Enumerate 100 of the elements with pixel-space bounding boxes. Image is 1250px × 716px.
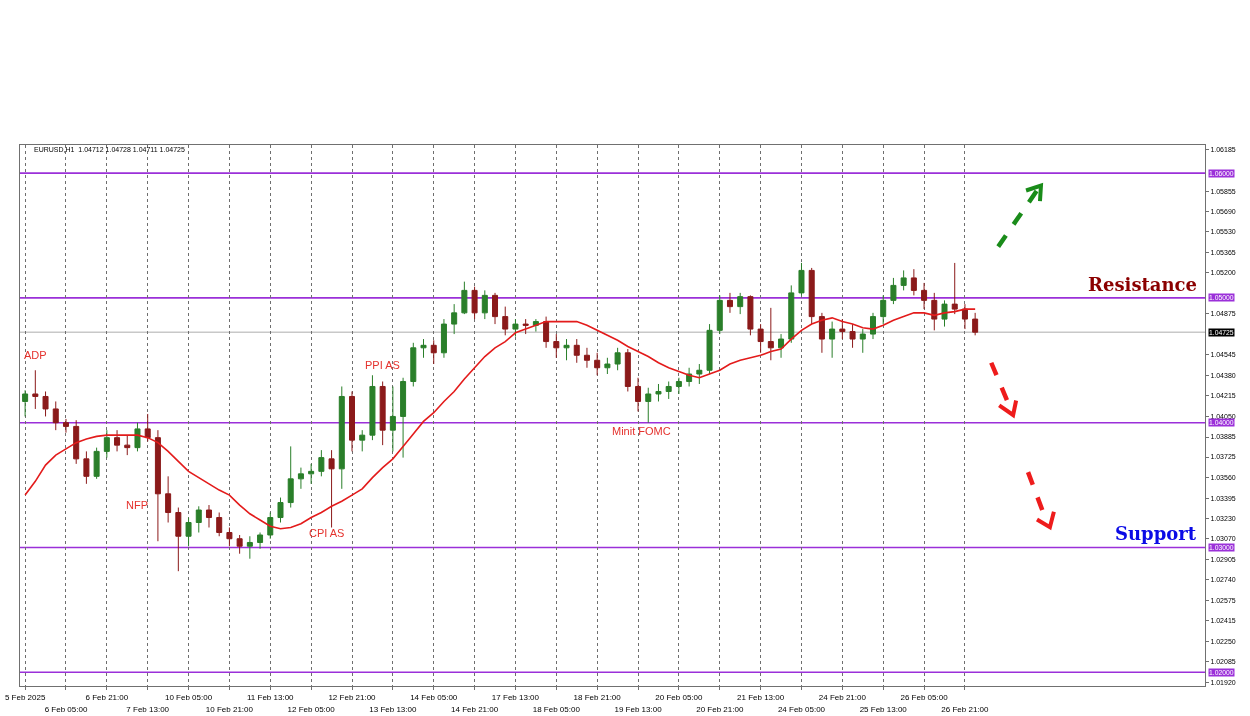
x-tick-label: 21 Feb 13:00 <box>737 692 785 702</box>
candlestick <box>553 333 560 359</box>
candlestick <box>747 294 754 336</box>
candlestick <box>379 380 386 446</box>
candlestick <box>318 449 325 477</box>
candlestick <box>103 429 110 459</box>
candlestick <box>931 292 938 331</box>
x-tick-label: 25 Feb 13:00 <box>859 704 908 714</box>
candlestick <box>328 449 335 529</box>
x-tick-label: 6 Feb 05:00 <box>44 704 88 714</box>
candlestick <box>430 339 437 365</box>
x-tick-label: 18 Feb 21:00 <box>573 692 622 702</box>
candlestick <box>583 347 590 369</box>
candlestick <box>461 281 468 315</box>
x-tick-label: 20 Feb 05:00 <box>655 692 704 702</box>
candlestick <box>400 377 407 459</box>
candlestick <box>522 318 529 335</box>
candlestick <box>563 338 570 361</box>
candlestick <box>165 475 172 524</box>
candlestick <box>594 352 601 376</box>
candlestick <box>532 318 539 333</box>
candlestick <box>716 294 723 335</box>
candlestick <box>73 419 80 465</box>
candlestick <box>481 289 488 320</box>
candlestick <box>573 338 580 364</box>
candlestick <box>205 504 212 529</box>
line-series <box>24 308 976 530</box>
annotation: CPI AS <box>309 527 345 539</box>
candlestick <box>839 318 846 340</box>
candlestick <box>910 268 917 296</box>
x-tick-label: 24 Feb 21:00 <box>818 692 867 702</box>
candlestick <box>297 467 304 490</box>
x-tick-label: 17 Feb 13:00 <box>491 692 540 702</box>
candlestick <box>665 380 672 400</box>
x-tick-label: 26 Feb 21:00 <box>941 704 990 714</box>
candlestick <box>236 534 243 555</box>
candlestick <box>226 527 233 547</box>
candlestick <box>22 389 29 417</box>
candlestick <box>277 497 284 524</box>
x-tick-label: 19 Feb 13:00 <box>614 704 663 714</box>
candlestick <box>829 321 836 359</box>
candlestick <box>645 387 652 424</box>
candlestick <box>154 429 161 542</box>
x-tick-label: 12 Feb 05:00 <box>287 704 336 714</box>
candlestick <box>675 377 682 395</box>
x-tick-label: 20 Feb 21:00 <box>696 704 744 714</box>
candlestick <box>604 357 611 375</box>
x-tick-label: 5 Feb 2025 <box>4 692 46 702</box>
candlestick <box>440 318 447 359</box>
x-tick-label: 10 Feb 21:00 <box>205 704 254 714</box>
x-tick-label: 26 Feb 05:00 <box>900 692 949 702</box>
annotation: Support <box>1115 523 1197 544</box>
candlestick <box>195 505 202 533</box>
candlestick <box>880 294 887 325</box>
candlestick <box>614 347 621 371</box>
x-tick-label: 7 Feb 13:00 <box>126 704 170 714</box>
x-tick-label: 24 Feb 05:00 <box>777 704 826 714</box>
annotation: NFP <box>126 499 148 511</box>
x-tick-label: 13 Feb 13:00 <box>369 704 417 714</box>
candlestick <box>951 262 958 315</box>
candlestick <box>93 447 100 480</box>
candlestick <box>737 292 744 315</box>
candlestick <box>972 312 979 336</box>
candlestick <box>696 363 703 385</box>
candlestick <box>961 303 968 330</box>
x-tick-label: 12 Feb 21:00 <box>328 692 377 702</box>
candlestick <box>869 312 876 340</box>
candlestick <box>287 445 294 509</box>
candlestick <box>859 328 866 354</box>
x-tick-label: 14 Feb 05:00 <box>410 692 458 702</box>
candlestick <box>52 400 59 431</box>
candlestick <box>798 262 805 296</box>
candlestick <box>767 307 774 361</box>
candlestick <box>890 277 897 305</box>
candlestick <box>185 517 192 547</box>
candlestick <box>502 306 509 336</box>
candlestick <box>175 507 182 572</box>
candlestick <box>451 303 458 335</box>
candlestick <box>849 323 856 349</box>
candlestick <box>655 383 662 402</box>
annotation: Minit FOMC <box>612 425 671 437</box>
x-tick-label: 11 Feb 13:00 <box>247 692 295 702</box>
candlestick <box>144 413 151 442</box>
candlestick <box>338 385 345 490</box>
candlestick <box>757 323 764 354</box>
candlestick <box>788 284 795 344</box>
candlestick <box>726 292 733 314</box>
x-tick-label: 14 Feb 21:00 <box>451 704 499 714</box>
candlestick <box>267 512 274 540</box>
candlestick <box>921 282 928 310</box>
candlestick <box>114 429 121 452</box>
candlestick <box>308 463 315 485</box>
candlestick <box>471 286 478 320</box>
candlestick <box>706 323 713 375</box>
annotation: PPI AS <box>365 359 400 371</box>
x-tick-label: 18 Feb 05:00 <box>532 704 581 714</box>
candlestick <box>134 422 141 452</box>
candlestick <box>389 385 396 452</box>
candlestick <box>62 418 69 434</box>
candlestick <box>359 429 366 452</box>
